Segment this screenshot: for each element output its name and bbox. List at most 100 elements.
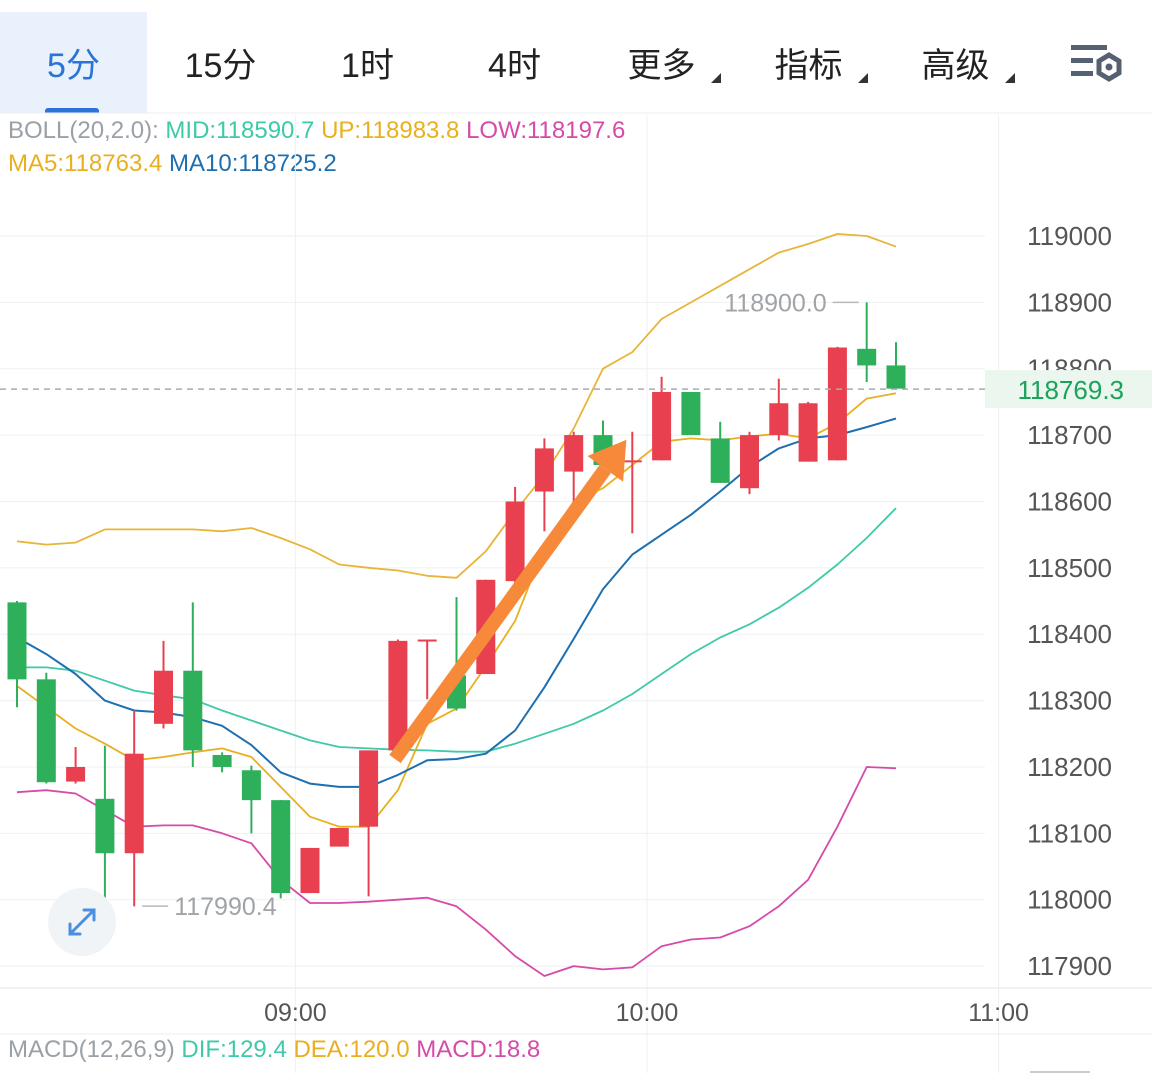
dropdown-corner-icon bbox=[711, 73, 721, 83]
candle bbox=[124, 710, 144, 907]
tab-4h[interactable]: 4时 bbox=[441, 12, 588, 113]
candle bbox=[769, 378, 789, 441]
macd-legend-name: MACD(12,26,9) bbox=[8, 1036, 175, 1063]
candle bbox=[183, 602, 203, 767]
y-tick-label: 118600 bbox=[1027, 486, 1112, 516]
candle bbox=[681, 391, 701, 436]
candle-body bbox=[534, 448, 554, 492]
x-tick-label: 09:00 bbox=[264, 999, 327, 1027]
candle-body bbox=[769, 403, 789, 436]
price-markers: 118769.3 118900.0 117990.4 bbox=[0, 289, 1152, 956]
timeframe-tab-bar: 5分 15分 1时 4时 更多 指标 高级 bbox=[0, 0, 1152, 113]
candle bbox=[95, 745, 115, 899]
y-tick-label: 118700 bbox=[1027, 420, 1112, 450]
candle bbox=[798, 401, 818, 462]
chart-settings-icon bbox=[1071, 44, 1122, 82]
candle bbox=[212, 752, 232, 773]
y-tick-label: 118200 bbox=[1027, 752, 1112, 782]
candle bbox=[652, 376, 672, 461]
candle bbox=[241, 765, 261, 834]
tab-label: 1时 bbox=[341, 47, 394, 85]
ma10-value: MA10:118725.2 bbox=[169, 150, 337, 177]
x-tick-label: 11:00 bbox=[968, 999, 1029, 1027]
candle bbox=[417, 639, 437, 700]
candle bbox=[388, 639, 408, 753]
expand-chart-button[interactable] bbox=[48, 888, 116, 956]
current-price-label: 118769.3 bbox=[1017, 375, 1124, 405]
tab-advanced[interactable]: 高级 bbox=[882, 12, 1029, 113]
candle bbox=[857, 302, 877, 383]
y-tick-label: 118000 bbox=[1027, 885, 1112, 915]
dropdown-corner-icon bbox=[858, 73, 868, 83]
tab-15min[interactable]: 15分 bbox=[147, 12, 294, 113]
candle-body bbox=[857, 348, 877, 366]
candle-body bbox=[388, 640, 408, 751]
candle-body bbox=[710, 438, 730, 483]
chart-settings-button[interactable] bbox=[1040, 12, 1152, 113]
tab-1h[interactable]: 1时 bbox=[294, 12, 441, 113]
high-marker-label: 118900.0 bbox=[724, 289, 826, 317]
candle-body bbox=[300, 847, 320, 894]
macd-dea-value: DEA:120.0 bbox=[293, 1036, 410, 1063]
current-price-tag bbox=[985, 370, 1152, 409]
candle-body bbox=[681, 391, 701, 436]
candle-body bbox=[417, 639, 437, 642]
y-tick-label: 118900 bbox=[1027, 287, 1112, 317]
macd-legend: MACD(12,26,9) DIF:129.4 DEA:120.0 MACD:1… bbox=[8, 1036, 540, 1064]
candle-body bbox=[827, 347, 847, 461]
candle-body bbox=[359, 750, 379, 827]
active-tab-indicator bbox=[45, 108, 99, 113]
candle-body bbox=[95, 798, 115, 854]
tab-more[interactable]: 更多 bbox=[588, 12, 735, 113]
candle-body bbox=[652, 391, 672, 461]
tab-label: 指标 bbox=[774, 47, 843, 85]
candle-body bbox=[271, 800, 291, 894]
candle-body bbox=[622, 460, 642, 463]
candle bbox=[740, 431, 759, 495]
tab-5min[interactable]: 5分 bbox=[0, 12, 147, 113]
candle bbox=[300, 847, 320, 894]
candle bbox=[154, 640, 173, 729]
candle-body bbox=[740, 435, 759, 489]
y-tick-label: 118500 bbox=[1027, 553, 1112, 583]
trend-arrow bbox=[389, 439, 627, 764]
boll-low-value: LOW:118197.6 bbox=[466, 117, 626, 144]
candle bbox=[505, 486, 525, 598]
candle-body bbox=[241, 770, 261, 801]
boll-up-value: UP:118983.8 bbox=[321, 117, 460, 144]
macd-panel bbox=[0, 1033, 1152, 1073]
candle bbox=[7, 601, 27, 708]
boll-legend: BOLL(20,2.0): MID:118590.7 UP:118983.8 L… bbox=[8, 117, 625, 145]
expand-icon-stroke bbox=[68, 922, 82, 936]
candle bbox=[827, 346, 847, 461]
candle-body bbox=[7, 602, 27, 680]
y-tick-label: 117900 bbox=[1027, 951, 1112, 981]
candle bbox=[622, 431, 642, 534]
y-tick-label: 118100 bbox=[1027, 818, 1112, 848]
y-tick-label: 118400 bbox=[1027, 619, 1112, 649]
candle bbox=[36, 672, 56, 784]
boll-lower-line bbox=[16, 766, 897, 977]
candle bbox=[534, 438, 554, 532]
candle-body bbox=[564, 435, 584, 472]
candle-body bbox=[212, 755, 232, 767]
expand-icon bbox=[68, 908, 96, 936]
x-tick-label: 10:00 bbox=[616, 999, 679, 1027]
candle-body bbox=[124, 753, 144, 854]
candle bbox=[329, 828, 349, 847]
candle bbox=[710, 421, 730, 483]
low-marker-label: 117990.4 bbox=[174, 893, 277, 921]
tab-label: 15分 bbox=[184, 47, 257, 85]
boll-mid-value: MID:118590.7 bbox=[165, 117, 315, 144]
candle bbox=[66, 747, 86, 784]
axis-labels: 1190001189001188001187001186001185001184… bbox=[264, 221, 1112, 1027]
candle-body bbox=[505, 501, 525, 582]
candle-body bbox=[329, 828, 349, 847]
macd-macd-value: MACD:18.8 bbox=[416, 1036, 541, 1063]
candle-body bbox=[183, 670, 203, 751]
trend-arrow-head bbox=[587, 439, 627, 482]
tab-indicators[interactable]: 指标 bbox=[735, 12, 882, 113]
candle bbox=[359, 750, 379, 897]
candle-body bbox=[154, 670, 173, 724]
